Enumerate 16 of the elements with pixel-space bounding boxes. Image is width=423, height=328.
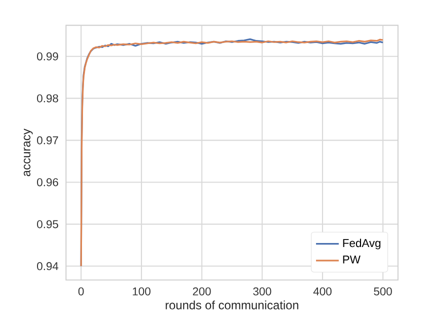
x-tick-label: 100 xyxy=(132,287,150,296)
x-tick-label: 400 xyxy=(313,287,332,296)
y-axis-title: accuracy xyxy=(24,128,33,176)
y-tick-label: 0.95 xyxy=(37,220,58,228)
x-tick-label: 0 xyxy=(78,287,84,296)
x-tick-label: 500 xyxy=(374,287,392,296)
y-tick-label: 0.96 xyxy=(37,178,58,186)
legend-label: PW xyxy=(343,256,360,264)
y-tick-label: 0.99 xyxy=(37,52,58,60)
x-tick-label: 300 xyxy=(253,287,272,296)
x-tick-label: 200 xyxy=(192,287,211,296)
y-tick-label: 0.94 xyxy=(37,262,58,270)
y-tick-label: 0.97 xyxy=(37,136,58,144)
x-axis-title: rounds of communication xyxy=(166,300,298,310)
legend-label: FedAvg xyxy=(343,238,380,250)
y-tick-label: 0.98 xyxy=(37,94,58,102)
